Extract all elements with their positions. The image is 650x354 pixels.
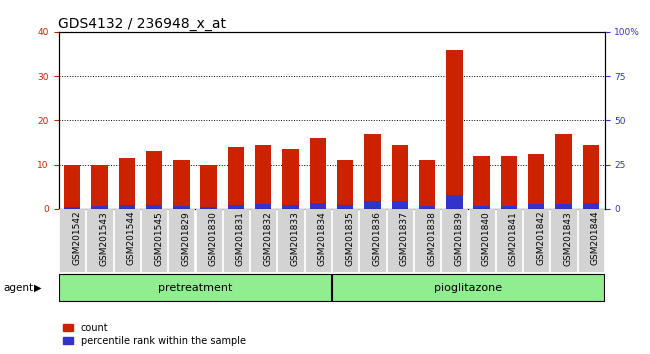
- Bar: [255, 204, 272, 209]
- Bar: [309, 138, 326, 209]
- FancyBboxPatch shape: [578, 210, 604, 272]
- Text: GSM201838: GSM201838: [427, 211, 436, 266]
- Bar: [282, 205, 299, 209]
- FancyBboxPatch shape: [168, 210, 194, 272]
- Text: GSM201843: GSM201843: [564, 211, 573, 266]
- Text: GSM201830: GSM201830: [209, 211, 218, 266]
- Bar: [364, 201, 381, 209]
- Text: GSM201839: GSM201839: [454, 211, 463, 266]
- FancyBboxPatch shape: [114, 210, 140, 272]
- Bar: [473, 156, 490, 209]
- Text: GSM201545: GSM201545: [154, 211, 163, 266]
- Bar: [419, 160, 436, 209]
- Bar: [118, 158, 135, 209]
- Bar: [227, 205, 244, 209]
- Bar: [200, 207, 217, 209]
- Bar: [337, 160, 354, 209]
- FancyBboxPatch shape: [278, 210, 304, 272]
- Bar: [146, 152, 162, 209]
- Text: GDS4132 / 236948_x_at: GDS4132 / 236948_x_at: [58, 17, 226, 31]
- Text: GSM201840: GSM201840: [482, 211, 491, 266]
- Bar: [173, 160, 190, 209]
- Bar: [391, 145, 408, 209]
- Bar: [500, 206, 517, 209]
- Bar: [309, 202, 326, 209]
- Text: GSM201836: GSM201836: [372, 211, 382, 266]
- Bar: [528, 204, 545, 209]
- FancyBboxPatch shape: [59, 210, 85, 272]
- Text: GSM201831: GSM201831: [236, 211, 245, 266]
- FancyBboxPatch shape: [387, 210, 413, 272]
- Bar: [419, 206, 436, 209]
- FancyBboxPatch shape: [469, 210, 495, 272]
- Bar: [255, 145, 272, 209]
- FancyBboxPatch shape: [141, 210, 167, 272]
- FancyBboxPatch shape: [414, 210, 440, 272]
- Text: GSM201829: GSM201829: [181, 211, 190, 266]
- Bar: [227, 147, 244, 209]
- FancyBboxPatch shape: [86, 210, 112, 272]
- Bar: [500, 156, 517, 209]
- Bar: [337, 205, 354, 209]
- FancyBboxPatch shape: [523, 210, 549, 272]
- Bar: [282, 149, 299, 209]
- Bar: [146, 205, 162, 209]
- FancyBboxPatch shape: [441, 210, 467, 272]
- Text: GSM201837: GSM201837: [400, 211, 409, 266]
- Bar: [64, 165, 81, 209]
- Bar: [200, 165, 217, 209]
- Text: GSM201841: GSM201841: [509, 211, 518, 266]
- Bar: [582, 145, 599, 209]
- Bar: [555, 133, 572, 209]
- FancyBboxPatch shape: [332, 274, 604, 302]
- Bar: [473, 206, 490, 209]
- Text: pioglitazone: pioglitazone: [434, 282, 502, 293]
- Bar: [118, 205, 135, 209]
- Bar: [364, 133, 381, 209]
- FancyBboxPatch shape: [332, 210, 358, 272]
- Text: GSM201543: GSM201543: [99, 211, 109, 266]
- FancyBboxPatch shape: [359, 210, 385, 272]
- FancyBboxPatch shape: [196, 210, 222, 272]
- Text: GSM201542: GSM201542: [72, 211, 81, 266]
- FancyBboxPatch shape: [250, 210, 276, 272]
- Bar: [91, 165, 108, 209]
- FancyBboxPatch shape: [551, 210, 577, 272]
- Bar: [391, 201, 408, 209]
- Bar: [446, 195, 463, 209]
- Text: GSM201832: GSM201832: [263, 211, 272, 266]
- Bar: [446, 50, 463, 209]
- Bar: [173, 206, 190, 209]
- Bar: [555, 204, 572, 209]
- FancyBboxPatch shape: [223, 210, 249, 272]
- Text: GSM201833: GSM201833: [291, 211, 300, 266]
- Bar: [528, 154, 545, 209]
- Text: GSM201844: GSM201844: [591, 211, 600, 266]
- FancyBboxPatch shape: [59, 274, 331, 302]
- FancyBboxPatch shape: [496, 210, 522, 272]
- Text: ▶: ▶: [34, 282, 42, 293]
- Text: GSM201835: GSM201835: [345, 211, 354, 266]
- Text: GSM201842: GSM201842: [536, 211, 545, 266]
- Text: GSM201544: GSM201544: [127, 211, 136, 266]
- Text: agent: agent: [3, 282, 33, 293]
- Text: GSM201834: GSM201834: [318, 211, 327, 266]
- Legend: count, percentile rank within the sample: count, percentile rank within the sample: [63, 323, 246, 346]
- Bar: [91, 206, 108, 209]
- Text: pretreatment: pretreatment: [158, 282, 232, 293]
- Bar: [582, 202, 599, 209]
- Bar: [64, 207, 81, 209]
- FancyBboxPatch shape: [305, 210, 331, 272]
